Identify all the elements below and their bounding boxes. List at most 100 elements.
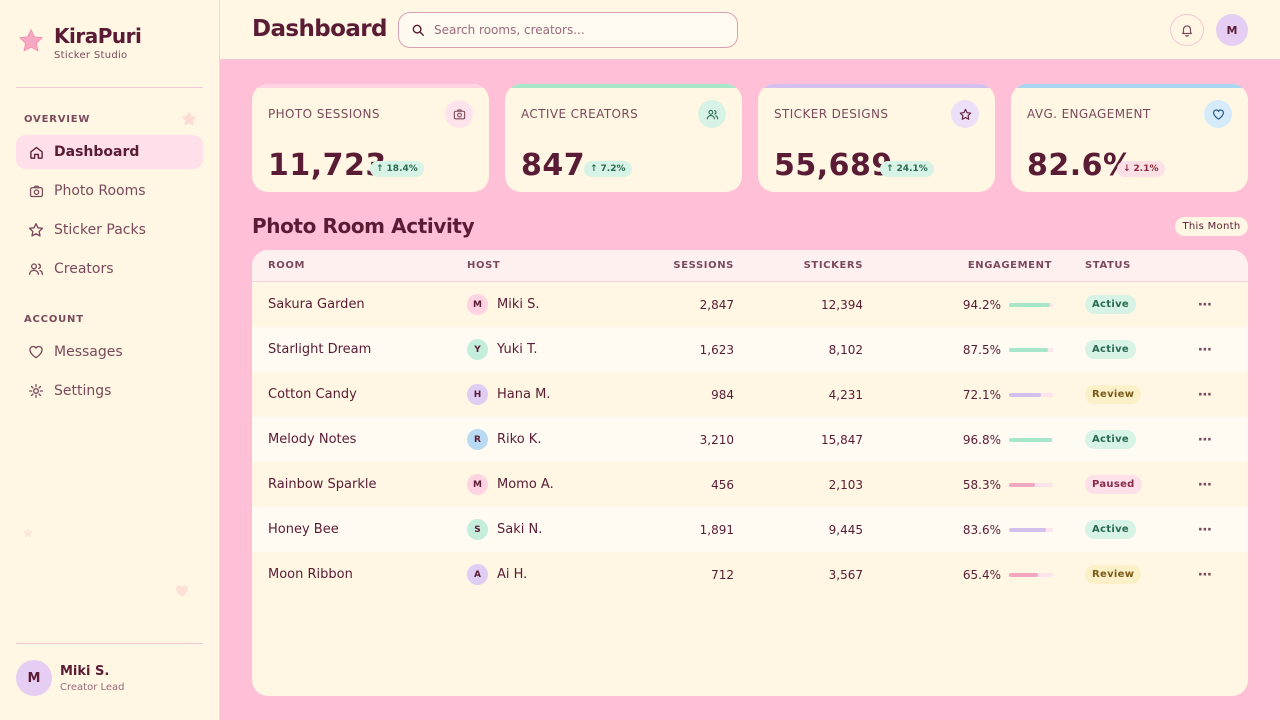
decorative-star-icon — [181, 111, 197, 126]
stickers-value: 9,445 — [828, 522, 863, 537]
sidebar-item-photo-rooms[interactable]: Photo Rooms — [16, 174, 203, 208]
sidebar-item-label: Photo Rooms — [54, 183, 146, 199]
star-logo-icon — [18, 28, 44, 52]
status-cell: Active — [1085, 417, 1165, 462]
stat-label: PHOTO SESSIONS — [268, 107, 380, 121]
stat-value: 11,723 — [268, 148, 387, 183]
card-accent — [505, 84, 742, 88]
engagement-bar-fill — [1009, 437, 1052, 442]
engagement-cell: 72.1% — [952, 372, 1053, 417]
table-row[interactable]: Moon Ribbon A Ai H. 712 3,567 65.4% Review ⋯ — [252, 552, 1248, 597]
bell-icon — [1182, 25, 1192, 37]
row-actions-button[interactable]: ⋯ — [1198, 282, 1218, 327]
engagement-cell: 65.4% — [952, 552, 1053, 597]
engagement-bar-fill — [1009, 347, 1048, 352]
sidebar-item-messages[interactable]: Messages — [16, 335, 203, 369]
more-icon: ⋯ — [1198, 566, 1213, 583]
engagement-value: 96.8% — [962, 432, 1001, 447]
host-avatar: A — [467, 564, 488, 585]
stat-icon-badge — [698, 100, 726, 128]
column-header-sessions[interactable]: SESSIONS — [673, 260, 734, 271]
sidebar-item-sticker-packs[interactable]: Sticker Packs — [16, 213, 203, 247]
brand[interactable]: KiraPuri Sticker Studio — [18, 24, 142, 61]
sidebar-item-settings[interactable]: Settings — [16, 374, 203, 408]
gear-icon — [28, 383, 44, 399]
stat-label: AVG. ENGAGEMENT — [1027, 107, 1151, 121]
stickers-value: 12,394 — [821, 297, 863, 312]
column-header-room[interactable]: ROOM — [268, 260, 306, 271]
engagement-bar-fill — [1009, 482, 1035, 487]
star-icon — [959, 108, 971, 120]
host-cell: R Riko K. — [467, 417, 667, 462]
stat-delta-badge: ↓ 2.1% — [1117, 161, 1165, 177]
table-row[interactable]: Starlight Dream Y Yuki T. 1,623 8,102 87.5% Ac… — [252, 327, 1248, 372]
engagement-bar — [1009, 572, 1053, 577]
stat-delta-badge: ↑ 7.2% — [584, 161, 632, 177]
status-cell: Paused — [1085, 462, 1165, 507]
column-header-status[interactable]: STATUS — [1085, 260, 1131, 271]
stat-card-avg-engagement: AVG. ENGAGEMENT 82.6% ↓ 2.1% — [1011, 84, 1248, 192]
card-accent — [252, 84, 489, 88]
sidebar-section-overview: OVERVIEW — [24, 114, 91, 125]
engagement-bar-fill — [1009, 302, 1051, 307]
notifications-button[interactable] — [1170, 14, 1204, 46]
home-icon — [28, 144, 44, 160]
camera-icon — [28, 183, 44, 199]
period-filter-button[interactable]: This Month — [1175, 217, 1248, 236]
engagement-bar-fill — [1009, 572, 1038, 577]
status-badge: Active — [1085, 340, 1136, 359]
table-row[interactable]: Honey Bee S Saki N. 1,891 9,445 83.6% Active ⋯ — [252, 507, 1248, 552]
host-avatar: H — [467, 384, 488, 405]
row-actions-button[interactable]: ⋯ — [1198, 462, 1218, 507]
engagement-bar — [1009, 437, 1053, 442]
arrow-up-icon: ↑ — [590, 164, 598, 174]
status-badge: Active — [1085, 520, 1136, 539]
sidebar-divider — [16, 643, 203, 644]
engagement-bar-fill — [1009, 527, 1046, 532]
decorative-heart-icon — [175, 585, 189, 597]
row-actions-button[interactable]: ⋯ — [1198, 372, 1218, 417]
search-bar[interactable] — [398, 12, 738, 48]
stat-delta-badge: ↑ 24.1% — [880, 161, 934, 177]
status-badge: Active — [1085, 430, 1136, 449]
table-row[interactable]: Cotton Candy H Hana M. 984 4,231 72.1% Review ⋯ — [252, 372, 1248, 417]
stat-icon-badge — [951, 100, 979, 128]
engagement-value: 87.5% — [962, 342, 1001, 357]
host-name: Yuki T. — [497, 342, 538, 357]
status-badge: Active — [1085, 295, 1136, 314]
arrow-down-icon: ↓ — [1123, 164, 1131, 174]
sessions-value: 984 — [711, 387, 734, 402]
sidebar-item-label: Creators — [54, 261, 114, 277]
host-name: Hana M. — [497, 387, 551, 402]
sidebar-item-creators[interactable]: Creators — [16, 252, 203, 286]
search-input[interactable] — [434, 23, 724, 37]
table-row[interactable]: Rainbow Sparkle M Momo A. 456 2,103 58.3% Paus… — [252, 462, 1248, 507]
stat-label: ACTIVE CREATORS — [521, 107, 639, 121]
table-row[interactable]: Melody Notes R Riko K. 3,210 15,847 96.8% Acti… — [252, 417, 1248, 462]
profile-name: Miki S. — [60, 663, 110, 679]
sidebar-item-label: Sticker Packs — [54, 222, 146, 238]
avatar[interactable]: M — [1216, 14, 1248, 46]
sidebar-item-dashboard[interactable]: Dashboard — [16, 135, 203, 169]
status-cell: Review — [1085, 552, 1165, 597]
table-row[interactable]: Sakura Garden M Miki S. 2,847 12,394 94.2% Act… — [252, 282, 1248, 327]
more-icon: ⋯ — [1198, 386, 1213, 403]
stat-card-photo-sessions: PHOTO SESSIONS 11,723 ↑ 18.4% — [252, 84, 489, 192]
row-actions-button[interactable]: ⋯ — [1198, 417, 1218, 462]
column-header-engagement[interactable]: ENGAGEMENT — [967, 260, 1052, 271]
column-header-stickers[interactable]: STICKERS — [803, 260, 863, 271]
row-actions-button[interactable]: ⋯ — [1198, 327, 1218, 372]
row-actions-button[interactable]: ⋯ — [1198, 507, 1218, 552]
row-actions-button[interactable]: ⋯ — [1198, 552, 1218, 597]
room-name: Rainbow Sparkle — [268, 477, 377, 492]
card-accent — [758, 84, 995, 88]
host-name: Ai H. — [497, 567, 528, 582]
status-cell: Active — [1085, 327, 1165, 372]
host-name: Miki S. — [497, 297, 540, 312]
sessions-value: 3,210 — [699, 432, 734, 447]
section-title: Photo Room Activity — [252, 214, 475, 238]
engagement-bar — [1009, 527, 1053, 532]
column-header-host[interactable]: HOST — [467, 260, 501, 271]
room-name: Melody Notes — [268, 432, 357, 447]
user-profile[interactable]: M Miki S. Creator Lead — [16, 660, 125, 696]
